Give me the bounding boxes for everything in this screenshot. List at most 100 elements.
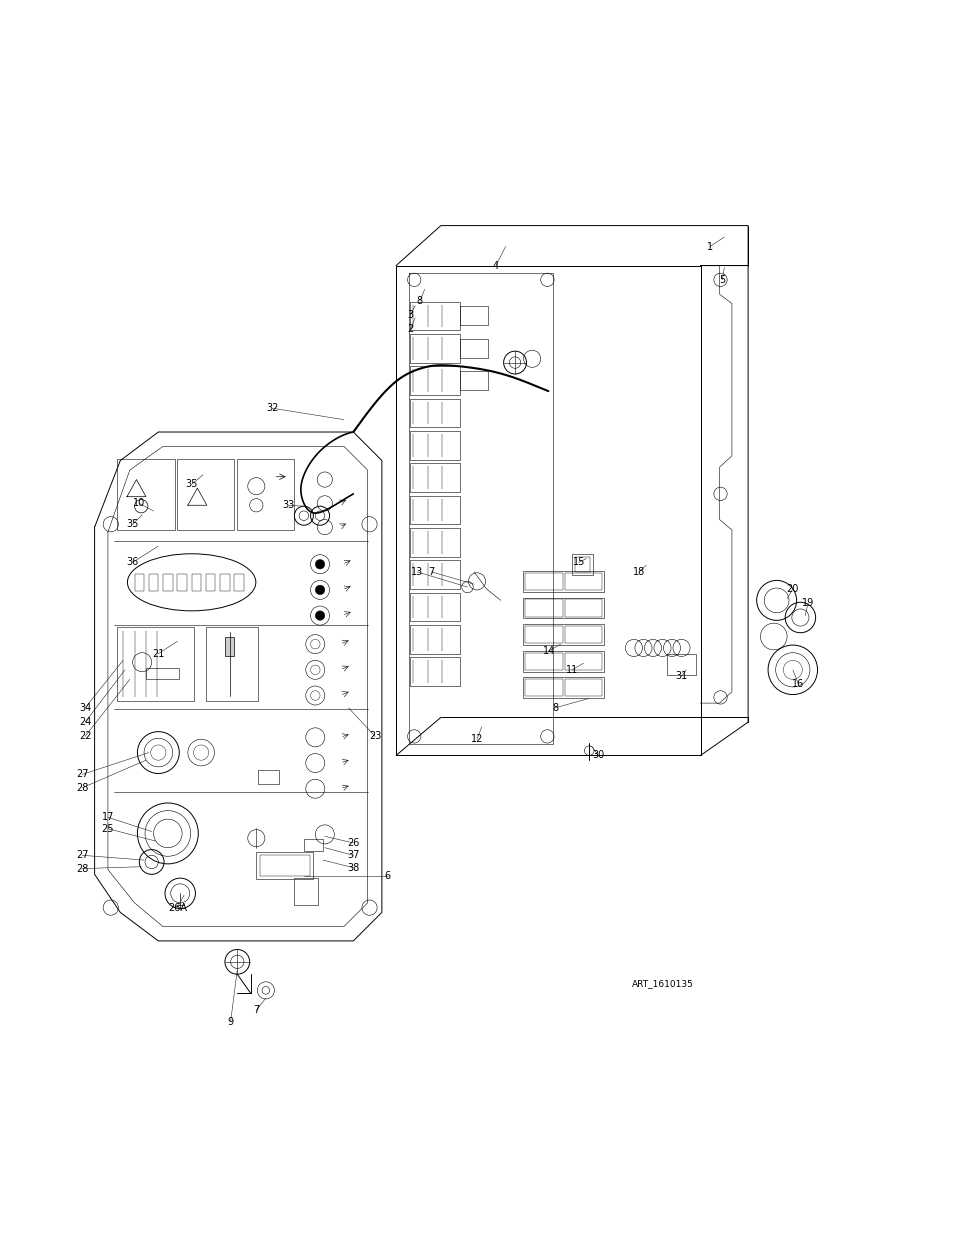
Bar xyxy=(565,626,601,643)
Text: 31: 31 xyxy=(675,672,687,682)
Circle shape xyxy=(314,585,324,595)
Bar xyxy=(192,574,201,590)
Text: 28: 28 xyxy=(76,783,89,793)
Text: 4: 4 xyxy=(493,261,498,270)
Bar xyxy=(206,627,258,701)
Bar xyxy=(572,553,593,574)
Bar xyxy=(459,338,488,358)
Text: 26: 26 xyxy=(347,837,359,848)
Text: 1: 1 xyxy=(706,242,712,252)
Bar xyxy=(524,679,562,697)
Text: 19: 19 xyxy=(801,598,813,608)
Text: 22: 22 xyxy=(79,731,91,741)
Bar xyxy=(522,651,603,672)
Circle shape xyxy=(314,611,324,620)
Text: 21: 21 xyxy=(152,648,164,658)
Text: 10: 10 xyxy=(133,499,145,509)
Text: 7: 7 xyxy=(253,1005,259,1015)
Bar xyxy=(524,573,562,590)
Text: 13: 13 xyxy=(411,567,423,577)
Bar xyxy=(410,367,459,395)
Bar xyxy=(410,333,459,363)
Bar xyxy=(522,678,603,698)
Text: 27: 27 xyxy=(76,769,89,779)
Bar xyxy=(134,574,144,590)
Text: 15: 15 xyxy=(572,557,584,567)
Bar xyxy=(565,679,601,697)
Text: 8: 8 xyxy=(552,703,558,713)
Text: 25: 25 xyxy=(102,824,114,834)
Text: 35: 35 xyxy=(127,519,139,530)
Text: 18: 18 xyxy=(632,567,644,577)
Text: 7: 7 xyxy=(428,567,434,577)
Bar xyxy=(524,599,562,616)
Bar xyxy=(565,573,601,590)
Bar xyxy=(565,652,601,669)
Text: 14: 14 xyxy=(542,646,555,656)
Bar xyxy=(410,495,459,525)
Bar xyxy=(220,574,230,590)
Bar xyxy=(146,668,179,679)
Text: 9: 9 xyxy=(228,1016,233,1026)
Text: 12: 12 xyxy=(471,735,482,745)
Bar xyxy=(410,657,459,685)
Bar xyxy=(294,878,317,905)
Bar xyxy=(522,624,603,645)
Text: 24: 24 xyxy=(79,718,91,727)
Bar xyxy=(206,574,215,590)
Bar xyxy=(258,769,279,784)
Text: 36: 36 xyxy=(127,557,138,567)
Text: 30: 30 xyxy=(592,751,604,761)
Bar xyxy=(237,458,294,530)
Bar xyxy=(410,593,459,621)
Text: 23: 23 xyxy=(369,731,381,741)
Text: 2: 2 xyxy=(407,325,413,335)
Text: 33: 33 xyxy=(282,500,294,510)
Text: 32: 32 xyxy=(266,404,278,414)
Bar xyxy=(260,856,310,876)
Text: 35: 35 xyxy=(185,479,197,489)
Text: 37: 37 xyxy=(347,851,359,861)
Text: 17: 17 xyxy=(102,813,114,823)
Bar xyxy=(163,574,172,590)
Text: 16: 16 xyxy=(792,679,803,689)
Bar xyxy=(410,561,459,589)
Bar xyxy=(575,557,590,572)
Bar xyxy=(522,571,603,592)
Bar xyxy=(666,653,695,674)
Bar xyxy=(410,399,459,427)
Bar xyxy=(304,839,322,851)
Bar xyxy=(410,301,459,330)
Text: 38: 38 xyxy=(347,863,359,873)
Bar xyxy=(524,626,562,643)
Bar xyxy=(234,574,244,590)
Circle shape xyxy=(314,559,324,569)
Text: 6: 6 xyxy=(384,871,390,882)
Bar xyxy=(117,627,193,701)
Text: 26A: 26A xyxy=(168,903,187,913)
Bar xyxy=(256,852,314,879)
Bar xyxy=(177,458,234,530)
Text: 20: 20 xyxy=(786,584,799,594)
Text: 28: 28 xyxy=(76,863,89,873)
Text: 3: 3 xyxy=(407,310,413,320)
Text: 34: 34 xyxy=(79,703,91,713)
Bar xyxy=(410,529,459,557)
Bar xyxy=(410,431,459,459)
Bar xyxy=(565,599,601,616)
Bar xyxy=(410,463,459,492)
Bar xyxy=(177,574,187,590)
Bar xyxy=(522,598,603,619)
Text: 5: 5 xyxy=(719,275,725,285)
Text: ART_1610135: ART_1610135 xyxy=(631,979,693,988)
Bar xyxy=(149,574,158,590)
Bar xyxy=(225,636,234,656)
Text: 27: 27 xyxy=(76,851,89,861)
Bar xyxy=(117,458,174,530)
Bar xyxy=(459,372,488,390)
Bar xyxy=(410,625,459,653)
Text: 8: 8 xyxy=(416,295,422,306)
Text: 11: 11 xyxy=(565,664,578,674)
Bar xyxy=(524,652,562,669)
Bar xyxy=(459,306,488,326)
